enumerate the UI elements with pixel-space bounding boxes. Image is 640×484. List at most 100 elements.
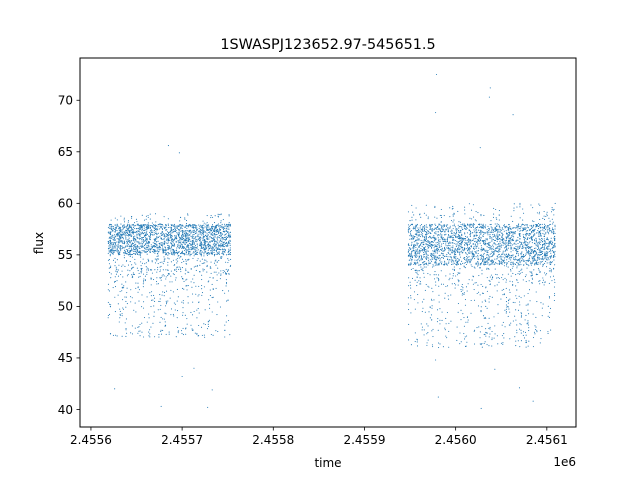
data-point <box>470 251 472 253</box>
data-point <box>192 257 194 259</box>
data-point <box>173 240 175 242</box>
data-point <box>522 331 525 333</box>
data-point <box>204 231 206 233</box>
data-point <box>480 311 482 313</box>
data-point <box>207 249 209 251</box>
data-point <box>492 231 494 233</box>
data-point <box>142 239 145 241</box>
data-point <box>225 225 227 227</box>
data-point <box>429 228 431 231</box>
data-point <box>184 247 186 249</box>
data-point <box>216 253 218 256</box>
data-point <box>435 227 437 230</box>
data-point <box>218 228 220 230</box>
data-point <box>503 337 505 339</box>
data-point <box>111 246 113 248</box>
data-point <box>411 252 413 254</box>
data-point <box>435 264 437 266</box>
data-point <box>493 242 495 244</box>
data-point <box>461 294 463 296</box>
data-point <box>443 225 446 227</box>
data-point <box>114 249 116 251</box>
data-point <box>123 254 125 256</box>
data-point <box>417 227 419 229</box>
data-point <box>187 249 189 251</box>
data-point <box>162 291 164 293</box>
data-point <box>440 257 443 259</box>
data-point <box>459 256 462 258</box>
data-point <box>429 317 431 319</box>
data-point <box>140 242 142 244</box>
data-point <box>477 243 479 245</box>
data-point <box>228 259 230 261</box>
data-point <box>469 226 471 228</box>
data-point <box>508 234 510 236</box>
data-point <box>136 231 138 233</box>
data-point <box>132 273 135 275</box>
data-point <box>442 224 444 226</box>
data-point <box>498 277 500 279</box>
data-point <box>459 237 462 239</box>
data-point <box>154 252 156 254</box>
data-point <box>485 331 487 333</box>
data-point <box>502 256 504 258</box>
data-point <box>206 238 208 240</box>
data-point <box>416 242 418 244</box>
data-point <box>190 230 192 232</box>
data-point <box>132 250 134 252</box>
data-point <box>219 278 221 280</box>
data-point <box>435 260 437 262</box>
data-point <box>124 235 126 237</box>
data-point <box>507 255 509 257</box>
data-point <box>524 331 527 333</box>
data-point <box>163 291 166 294</box>
data-point <box>459 240 461 242</box>
data-point <box>131 254 133 256</box>
data-point <box>480 230 482 232</box>
data-point <box>223 227 225 229</box>
data-point <box>112 251 114 254</box>
data-point <box>516 324 518 326</box>
data-point <box>174 236 176 238</box>
data-point <box>438 278 440 281</box>
data-point <box>226 241 228 243</box>
data-point <box>141 240 143 242</box>
data-point <box>167 252 169 254</box>
data-point <box>221 226 223 228</box>
data-point <box>416 270 418 272</box>
data-point <box>123 217 125 219</box>
data-point <box>192 231 194 233</box>
data-point <box>187 296 189 298</box>
data-point <box>150 225 152 227</box>
data-point <box>224 223 226 225</box>
data-point <box>168 246 170 248</box>
data-point <box>149 218 151 220</box>
data-point <box>167 245 169 247</box>
data-point <box>470 245 472 247</box>
data-point <box>211 253 214 255</box>
data-point <box>193 274 195 276</box>
data-point <box>526 263 528 266</box>
data-point <box>192 239 194 241</box>
data-point <box>505 253 507 255</box>
data-point <box>156 232 158 234</box>
data-point <box>517 263 519 265</box>
data-point <box>468 250 470 252</box>
data-point <box>421 234 423 236</box>
data-point <box>178 233 180 235</box>
data-point <box>151 225 153 227</box>
data-point <box>224 246 226 248</box>
data-point <box>114 231 116 233</box>
data-point <box>108 241 110 244</box>
data-point <box>196 230 198 232</box>
data-point <box>467 283 469 285</box>
data-point <box>486 253 488 255</box>
data-point <box>491 330 493 333</box>
data-point <box>141 294 143 296</box>
data-point <box>124 226 126 228</box>
data-point <box>149 251 151 254</box>
data-point <box>510 236 512 238</box>
data-point <box>455 245 457 247</box>
data-point <box>206 238 208 240</box>
data-point <box>165 276 167 278</box>
